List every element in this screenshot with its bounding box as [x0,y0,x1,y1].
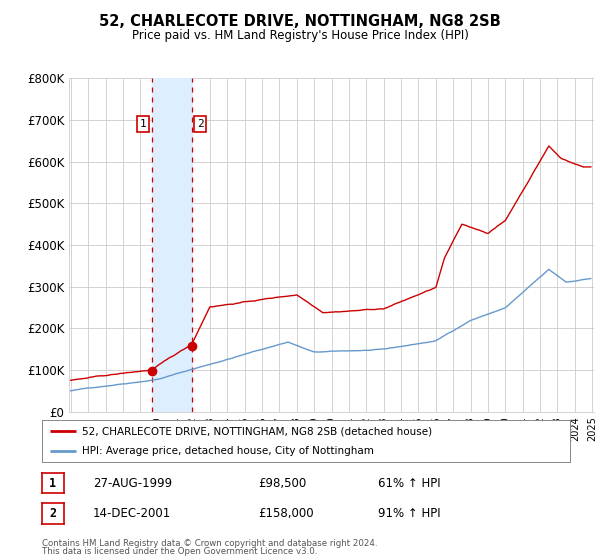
Text: 91% ↑ HPI: 91% ↑ HPI [378,507,440,520]
Text: HPI: Average price, detached house, City of Nottingham: HPI: Average price, detached house, City… [82,446,373,456]
Text: 1: 1 [140,119,146,129]
Text: 61% ↑ HPI: 61% ↑ HPI [378,477,440,490]
Text: Contains HM Land Registry data © Crown copyright and database right 2024.: Contains HM Land Registry data © Crown c… [42,539,377,548]
Text: This data is licensed under the Open Government Licence v3.0.: This data is licensed under the Open Gov… [42,547,317,556]
Text: 27-AUG-1999: 27-AUG-1999 [93,477,172,490]
Text: 2: 2 [49,507,56,520]
Text: Price paid vs. HM Land Registry's House Price Index (HPI): Price paid vs. HM Land Registry's House … [131,29,469,42]
Text: £98,500: £98,500 [258,477,306,490]
Text: 52, CHARLECOTE DRIVE, NOTTINGHAM, NG8 2SB: 52, CHARLECOTE DRIVE, NOTTINGHAM, NG8 2S… [99,14,501,29]
Bar [152,78,191,412]
Text: 52, CHARLECOTE DRIVE, NOTTINGHAM, NG8 2SB (detached house): 52, CHARLECOTE DRIVE, NOTTINGHAM, NG8 2S… [82,426,432,436]
Text: 1: 1 [49,477,56,490]
Text: 14-DEC-2001: 14-DEC-2001 [93,507,171,520]
Text: 2: 2 [197,119,203,129]
Text: £158,000: £158,000 [258,507,314,520]
